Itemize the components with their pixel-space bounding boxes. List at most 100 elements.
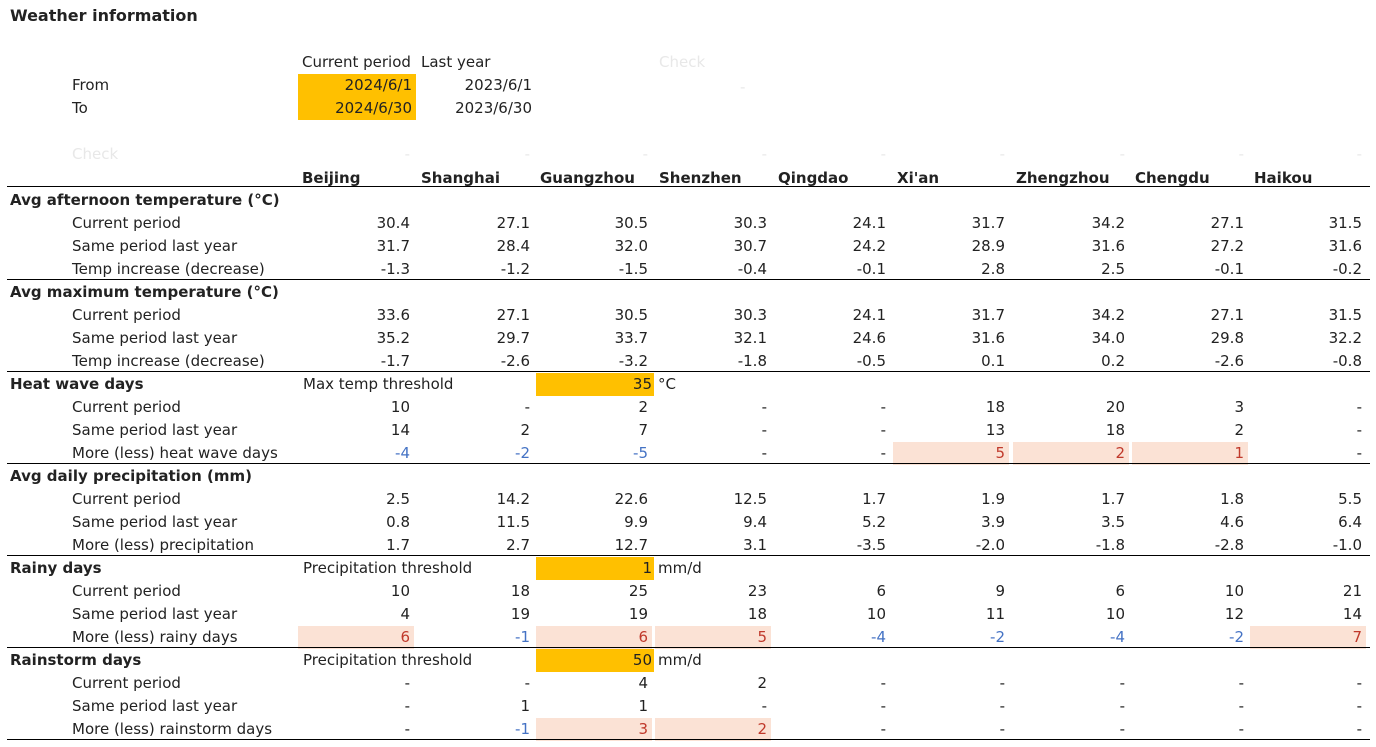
- data-cell[interactable]: 2: [655, 718, 771, 741]
- data-cell[interactable]: 2: [1234, 421, 1244, 439]
- data-cell[interactable]: 11.5: [496, 513, 530, 531]
- row-label[interactable]: More (less) heat wave days: [72, 444, 278, 462]
- data-cell[interactable]: -2.0: [975, 536, 1005, 554]
- data-cell[interactable]: 28.9: [971, 237, 1005, 255]
- section-title[interactable]: Rainstorm days: [10, 651, 142, 669]
- check-row-cell[interactable]: -: [404, 145, 410, 163]
- data-cell[interactable]: 30.4: [376, 214, 410, 232]
- data-cell[interactable]: -: [524, 398, 530, 416]
- check-row-cell[interactable]: -: [999, 145, 1005, 163]
- data-cell[interactable]: 35.2: [376, 329, 410, 347]
- row-label[interactable]: Current period: [72, 306, 181, 324]
- data-cell[interactable]: 1: [638, 697, 648, 715]
- data-cell[interactable]: 6: [876, 582, 886, 600]
- row-label[interactable]: Current period: [72, 674, 181, 692]
- data-cell[interactable]: 3.5: [1101, 513, 1125, 531]
- data-cell[interactable]: -1: [515, 628, 530, 646]
- data-cell[interactable]: -2: [515, 444, 530, 462]
- check-header[interactable]: Check: [659, 53, 706, 71]
- section-title[interactable]: Rainy days: [10, 559, 102, 577]
- data-cell[interactable]: 19: [628, 605, 648, 623]
- data-cell[interactable]: 6: [298, 626, 414, 649]
- row-label[interactable]: Same period last year: [72, 421, 238, 439]
- data-cell[interactable]: 3.1: [743, 536, 767, 554]
- data-cell[interactable]: 30.7: [733, 237, 767, 255]
- data-cell[interactable]: 9.9: [624, 513, 648, 531]
- data-cell[interactable]: 12.5: [733, 490, 767, 508]
- check-row-cell[interactable]: -: [1119, 145, 1125, 163]
- data-cell[interactable]: 3: [536, 718, 652, 741]
- data-cell[interactable]: 24.6: [852, 329, 886, 347]
- data-cell[interactable]: 29.8: [1210, 329, 1244, 347]
- data-cell[interactable]: 1: [520, 697, 530, 715]
- data-cell[interactable]: 6: [536, 626, 652, 649]
- data-cell[interactable]: 31.6: [1328, 237, 1362, 255]
- data-cell[interactable]: -2.6: [1214, 352, 1244, 370]
- data-cell[interactable]: 5.5: [1338, 490, 1362, 508]
- data-cell[interactable]: 11: [985, 605, 1005, 623]
- data-cell[interactable]: -1.0: [1332, 536, 1362, 554]
- data-cell[interactable]: 10: [390, 398, 410, 416]
- from-current-date-cell[interactable]: 2024/6/1: [298, 74, 416, 97]
- data-cell[interactable]: -: [1356, 674, 1362, 692]
- data-cell[interactable]: 30.3: [733, 306, 767, 324]
- data-cell[interactable]: 34.2: [1091, 214, 1125, 232]
- data-cell[interactable]: 1.7: [1101, 490, 1125, 508]
- data-cell[interactable]: 32.0: [614, 237, 648, 255]
- row-label[interactable]: Current period: [72, 398, 181, 416]
- check-row-cell[interactable]: -: [1238, 145, 1244, 163]
- data-cell[interactable]: 27.1: [496, 214, 530, 232]
- to-current-date-cell[interactable]: 2024/6/30: [298, 97, 416, 120]
- data-cell[interactable]: 33.6: [376, 306, 410, 324]
- row-label[interactable]: Same period last year: [72, 605, 238, 623]
- data-cell[interactable]: 10: [1224, 582, 1244, 600]
- row-label[interactable]: More (less) rainy days: [72, 628, 238, 646]
- data-cell[interactable]: -2: [990, 628, 1005, 646]
- to-last-date-cell[interactable]: 2023/6/30: [455, 99, 532, 117]
- data-cell[interactable]: 2: [1013, 442, 1129, 465]
- data-cell[interactable]: -: [761, 421, 767, 439]
- data-cell[interactable]: -1: [515, 720, 530, 738]
- data-cell[interactable]: -: [1356, 444, 1362, 462]
- row-label[interactable]: Temp increase (decrease): [72, 352, 265, 370]
- data-cell[interactable]: 2: [757, 674, 767, 692]
- data-cell[interactable]: -: [1356, 398, 1362, 416]
- from-last-date-cell[interactable]: 2023/6/1: [464, 76, 532, 94]
- data-cell[interactable]: 2: [520, 421, 530, 439]
- data-cell[interactable]: -: [880, 444, 886, 462]
- data-cell[interactable]: -: [1356, 421, 1362, 439]
- data-cell[interactable]: 28.4: [496, 237, 530, 255]
- data-cell[interactable]: -4: [1110, 628, 1125, 646]
- data-cell[interactable]: 18: [1105, 421, 1125, 439]
- data-cell[interactable]: 30.5: [614, 214, 648, 232]
- data-cell[interactable]: -: [1119, 720, 1125, 738]
- data-cell[interactable]: 7: [638, 421, 648, 439]
- data-cell[interactable]: 14.2: [496, 490, 530, 508]
- check-row-cell[interactable]: -: [880, 145, 886, 163]
- data-cell[interactable]: 10: [1105, 605, 1125, 623]
- data-cell[interactable]: 2.5: [1101, 260, 1125, 278]
- data-cell[interactable]: -: [404, 674, 410, 692]
- data-cell[interactable]: 5: [655, 626, 771, 649]
- data-cell[interactable]: 18: [747, 605, 767, 623]
- data-cell[interactable]: 4: [400, 605, 410, 623]
- data-cell[interactable]: -: [1119, 674, 1125, 692]
- check-dash[interactable]: -: [740, 78, 746, 96]
- data-cell[interactable]: 14: [390, 421, 410, 439]
- data-cell[interactable]: -1.3: [380, 260, 410, 278]
- data-cell[interactable]: -4: [871, 628, 886, 646]
- data-cell[interactable]: -: [404, 720, 410, 738]
- data-cell[interactable]: 5.2: [862, 513, 886, 531]
- data-cell[interactable]: -: [1238, 720, 1244, 738]
- data-cell[interactable]: 2.8: [981, 260, 1005, 278]
- data-cell[interactable]: -0.1: [856, 260, 886, 278]
- data-cell[interactable]: -: [999, 697, 1005, 715]
- row-label[interactable]: Same period last year: [72, 513, 238, 531]
- data-cell[interactable]: -0.1: [1214, 260, 1244, 278]
- data-cell[interactable]: 9.4: [743, 513, 767, 531]
- data-cell[interactable]: -2: [1229, 628, 1244, 646]
- data-cell[interactable]: -0.4: [737, 260, 767, 278]
- data-cell[interactable]: 30.3: [733, 214, 767, 232]
- data-cell[interactable]: -: [880, 674, 886, 692]
- data-cell[interactable]: 32.1: [733, 329, 767, 347]
